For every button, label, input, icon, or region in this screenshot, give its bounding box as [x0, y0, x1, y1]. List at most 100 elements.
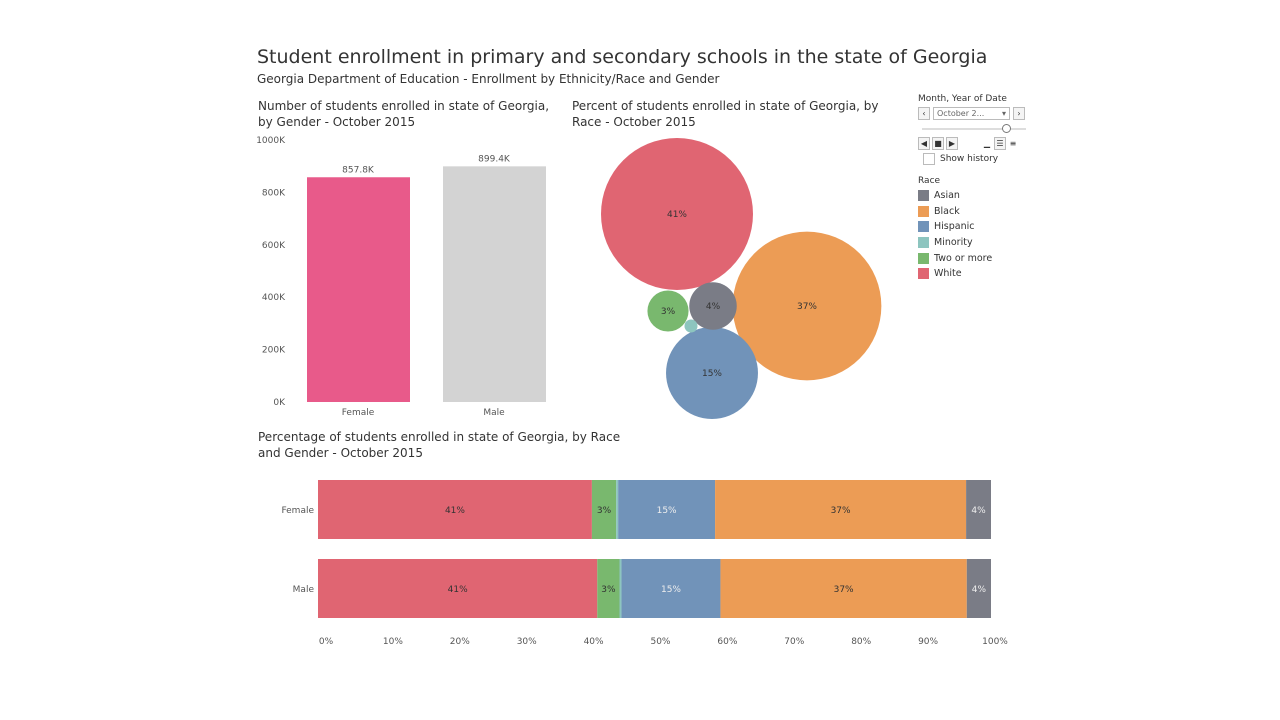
- x-tick-label: 50%: [650, 637, 670, 647]
- legend-swatch: [918, 190, 929, 202]
- bubble-hispanic: [666, 327, 758, 419]
- speed-medium-icon[interactable]: ☰: [994, 137, 1006, 150]
- legend-swatch: [918, 221, 929, 233]
- bar-female: [307, 177, 410, 402]
- legend-item[interactable]: Two or more: [918, 250, 1028, 266]
- speed-fast-icon[interactable]: ≡: [1009, 139, 1017, 148]
- segment-label: 37%: [834, 585, 854, 595]
- gender-chart-title: Number of students enrolled in state of …: [258, 99, 550, 129]
- legend-item[interactable]: Asian: [918, 188, 1028, 204]
- segment-label: 15%: [657, 506, 677, 516]
- segment-hispanic: [621, 559, 721, 618]
- bubble-label: 15%: [702, 369, 722, 379]
- date-slider[interactable]: [918, 122, 1028, 136]
- legend-swatch: [918, 252, 929, 264]
- legend-item[interactable]: Minority: [918, 235, 1028, 251]
- stop-icon[interactable]: ■: [932, 137, 944, 150]
- y-tick-label: 400K: [262, 293, 286, 303]
- race-gender-stacked-chart: Female 41% 3% 15% 37% 4% Male 41% 3% 15% 37% 4% 0% 10…: [281, 480, 1008, 647]
- legend-swatch: [918, 237, 929, 249]
- legend-label: White: [934, 268, 962, 280]
- legend-label: Black: [934, 205, 960, 217]
- play-forward-icon[interactable]: ▶: [946, 137, 958, 150]
- legend-item[interactable]: Hispanic: [918, 219, 1028, 235]
- x-tick-label: Female: [342, 408, 375, 418]
- segment-label: 4%: [972, 585, 987, 595]
- row-label: Male: [293, 585, 315, 595]
- date-value: October 2...: [937, 109, 985, 118]
- segment-label: 4%: [971, 506, 986, 516]
- x-tick-label: Male: [483, 408, 505, 418]
- segment-label: 41%: [445, 506, 465, 516]
- speed-slow-icon[interactable]: ▁: [983, 139, 991, 148]
- dashboard-title: Student enrollment in primary and second…: [257, 46, 988, 68]
- filter-label: Month, Year of Date: [918, 94, 1007, 104]
- legend-label: Minority: [934, 237, 973, 249]
- segment-label: 15%: [661, 585, 681, 595]
- x-tick-label: 60%: [717, 637, 737, 647]
- segment-black: [720, 559, 967, 618]
- segment-minority: [619, 559, 622, 618]
- segment-label: 3%: [597, 506, 612, 516]
- bubble-label: 37%: [797, 302, 817, 312]
- y-tick-label: 600K: [262, 241, 286, 251]
- show-history-checkbox[interactable]: [923, 153, 935, 165]
- y-tick-label: 0K: [273, 398, 286, 408]
- segment-two-or-more: [597, 559, 620, 618]
- bubble-two-or-more: [647, 290, 689, 332]
- gender-bar-chart: 0K 200K 400K 600K 800K 1000K 857.8K Female 899.4…: [256, 136, 546, 418]
- y-tick-label: 800K: [262, 188, 286, 198]
- chevron-left-icon[interactable]: ‹: [918, 107, 930, 120]
- legend-label: Two or more: [934, 252, 993, 264]
- x-tick-label: 70%: [784, 637, 804, 647]
- legend-item[interactable]: Black: [918, 204, 1028, 220]
- bubble-black: [732, 231, 882, 381]
- x-tick-label: 20%: [450, 637, 470, 647]
- date-filter: Month, Year of Date ‹ October 2... ▾ › ◀ …: [918, 94, 1028, 282]
- bubble-minority: [684, 319, 698, 333]
- legend-label: Asian: [934, 190, 960, 202]
- segment-white: [318, 559, 598, 618]
- segment-black: [715, 480, 967, 539]
- y-tick-label: 200K: [262, 346, 286, 356]
- x-tick-label: 100%: [982, 637, 1008, 647]
- bubble-label: 3%: [661, 307, 676, 317]
- x-tick-label: 90%: [918, 637, 938, 647]
- segment-label: 37%: [831, 506, 851, 516]
- bar-male: [443, 166, 546, 402]
- bar-data-label: 899.4K: [478, 154, 511, 164]
- bubble-white: [601, 138, 753, 290]
- bubble-label: 4%: [706, 302, 721, 312]
- dropdown-arrow-icon: ▾: [1001, 109, 1006, 118]
- bubble-label: 41%: [667, 210, 687, 220]
- dashboard-subtitle: Georgia Department of Education - Enroll…: [257, 72, 720, 86]
- race-bubble-chart: 41% 37% 15% 4% 3%: [601, 138, 882, 419]
- legend-title: Race: [918, 176, 941, 186]
- chevron-right-icon[interactable]: ›: [1013, 107, 1025, 120]
- legend-swatch: [918, 268, 929, 280]
- legend-item[interactable]: White: [918, 266, 1028, 282]
- x-tick-label: 80%: [851, 637, 871, 647]
- segment-label: 41%: [448, 585, 468, 595]
- segment-white: [318, 480, 592, 539]
- legend-swatch: [918, 205, 929, 217]
- segment-asian: [966, 480, 991, 539]
- segment-asian: [966, 559, 991, 618]
- race-bubble-title: Percent of students enrolled in state of…: [572, 99, 879, 129]
- bubble-asian: [689, 282, 737, 330]
- slider-handle[interactable]: [1002, 124, 1011, 133]
- stacked-chart-title: Percentage of students enrolled in state…: [258, 430, 621, 460]
- x-tick-label: 40%: [584, 637, 604, 647]
- row-label: Female: [281, 506, 314, 516]
- race-legend: Asian Black Hispanic Minority Two or more Whi…: [918, 188, 1028, 282]
- x-tick-label: 0%: [319, 637, 334, 647]
- segment-minority: [616, 480, 619, 539]
- bar-data-label: 857.8K: [342, 165, 375, 175]
- show-history-label: Show history: [940, 154, 999, 164]
- play-backward-icon[interactable]: ◀: [918, 137, 930, 150]
- segment-two-or-more: [591, 480, 617, 539]
- segment-hispanic: [618, 480, 716, 539]
- legend-label: Hispanic: [934, 221, 975, 233]
- x-tick-label: 10%: [383, 637, 403, 647]
- date-dropdown[interactable]: October 2... ▾: [933, 107, 1010, 120]
